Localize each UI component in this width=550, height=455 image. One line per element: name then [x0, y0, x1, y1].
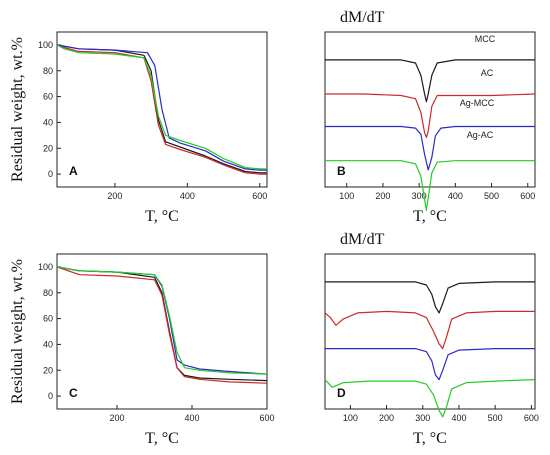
plot-frame — [56, 253, 268, 410]
y-tick-label: 0 — [48, 391, 53, 401]
series-label: Ag-AC — [467, 130, 494, 140]
series-line-green — [324, 379, 536, 418]
series-line-blue — [325, 125, 535, 171]
y-axis-title: Residual weight, wt.% — [9, 259, 26, 404]
series-line-red — [325, 93, 536, 138]
x-tick-label: 200 — [109, 413, 124, 423]
series-line-blue — [56, 44, 267, 171]
y-tick-label: 40 — [43, 117, 53, 127]
series-label: MCC — [475, 34, 496, 44]
y-tick-label: 60 — [43, 92, 53, 102]
y-tick-label: 20 — [43, 365, 53, 375]
x-tick-label: 400 — [180, 191, 195, 201]
series-line-green — [56, 266, 268, 375]
y-axis-title: Residual weight, wt.% — [9, 37, 26, 182]
series-line-red — [56, 44, 267, 175]
panel-title: dM/dT — [340, 231, 385, 248]
series-line-green — [56, 44, 267, 170]
x-tick-label: 600 — [520, 191, 535, 201]
x-tick-label: 600 — [259, 413, 274, 423]
series-label: Ag-MCC — [460, 98, 495, 108]
series-line-red — [324, 310, 535, 350]
x-axis-title: T, °C — [413, 208, 447, 225]
x-axis-title: T, °C — [145, 430, 179, 447]
series-label: AC — [481, 68, 494, 78]
chart-panel-b: 100 200 300 400 500 600 MCC AC Ag-MCC Ag-AC B T, °C… — [324, 9, 536, 225]
y-tick-label: 100 — [38, 40, 53, 50]
x-tick-label: 200 — [107, 191, 122, 201]
plot-frame — [56, 31, 268, 188]
plot-frame — [324, 253, 536, 410]
x-tick-label: 400 — [448, 191, 463, 201]
x-tick-label: 600 — [524, 413, 539, 423]
x-tick-label: 300 — [412, 191, 427, 201]
x-tick-label: 200 — [375, 191, 390, 201]
chart-panel-c: 200 400 600 0 20 40 60 80 100 C T, °C Residual weig… — [9, 253, 275, 447]
x-tick-label: 400 — [184, 413, 199, 423]
y-tick-label: 100 — [38, 262, 53, 272]
series-line-blue — [56, 266, 268, 375]
x-tick-label: 600 — [252, 191, 267, 201]
y-tick-label: 80 — [43, 288, 53, 298]
y-tick-label: 80 — [43, 66, 53, 76]
x-tick-label: 100 — [343, 413, 358, 423]
y-tick-label: 60 — [43, 314, 53, 324]
x-tick-label: 200 — [379, 413, 394, 423]
x-axis-title: T, °C — [145, 208, 179, 225]
y-tick-label: 20 — [43, 143, 53, 153]
panel-title: dM/dT — [340, 9, 385, 26]
panel-letter: D — [337, 386, 346, 400]
x-tick-label: 300 — [415, 413, 430, 423]
x-tick-label: 400 — [451, 413, 466, 423]
series-line-red — [56, 266, 268, 384]
panel-letter: A — [69, 164, 78, 178]
y-tick-label: 40 — [43, 339, 53, 349]
panel-letter: C — [69, 386, 78, 400]
x-tick-label: 500 — [488, 413, 503, 423]
x-axis-title: T, °C — [413, 430, 447, 447]
panel-letter: B — [337, 164, 346, 178]
x-tick-label: 100 — [339, 191, 354, 201]
series-line-green — [325, 160, 535, 211]
series-line-blue — [325, 348, 535, 381]
chart-panel-a: 200 400 600 0 20 40 60 80 100 A T, °C Residual weig… — [9, 31, 268, 225]
chart-panel-d: 100 200 300 400 500 600 D T, °C dM/dT — [324, 231, 539, 447]
series-line-black — [56, 266, 268, 382]
y-tick-label: 0 — [48, 169, 53, 179]
x-tick-label: 500 — [484, 191, 499, 201]
series-line-black — [325, 281, 535, 314]
series-line-black — [325, 59, 535, 103]
